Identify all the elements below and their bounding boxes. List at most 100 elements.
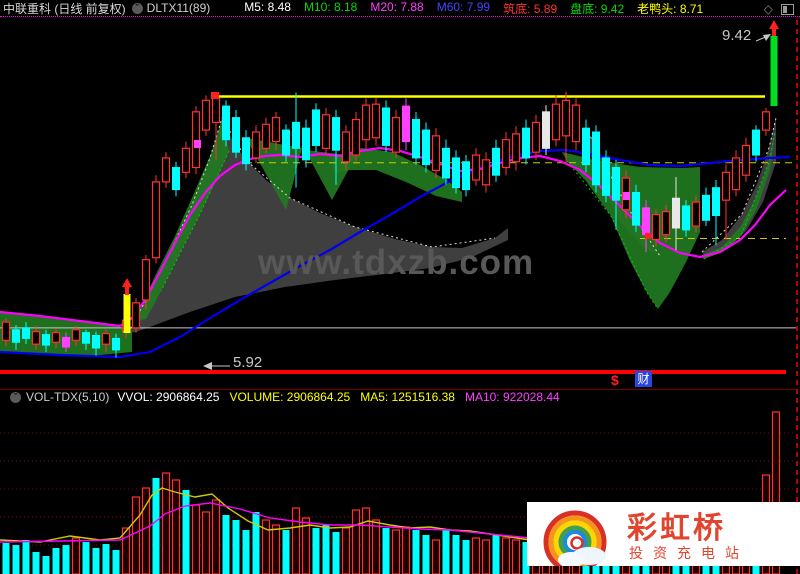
candle-body xyxy=(101,333,111,345)
volume-bar xyxy=(412,530,420,574)
candle-body xyxy=(211,97,221,124)
stat-value: VOLUME: 2906864.25 xyxy=(229,390,351,404)
stock-title[interactable]: 中联重科 (日线 前复权) xyxy=(3,1,126,16)
candle-body xyxy=(442,147,450,179)
candle-body xyxy=(542,111,550,149)
candle-body xyxy=(112,337,120,351)
volume-bar xyxy=(2,543,10,574)
annotation-arrowhead xyxy=(203,362,212,370)
candle-body xyxy=(531,121,541,153)
logo-title: 彩虹桥 xyxy=(627,512,726,545)
rainbow-icon xyxy=(543,510,607,566)
volume-bar xyxy=(232,519,240,574)
volume-bar xyxy=(471,537,481,574)
cloud-edge-white xyxy=(701,117,777,253)
indicator-bar: ˇ VOL-TDX(5,10) VVOL: 2906864.25 VOLUME: … xyxy=(0,389,796,404)
diamond-icon[interactable]: ◇ xyxy=(763,2,773,16)
support-price-label: 5.92 xyxy=(233,354,263,371)
candle-body xyxy=(302,127,310,161)
candle-body xyxy=(612,167,620,201)
annotation-arrowhead xyxy=(763,34,771,41)
volume-bar xyxy=(42,555,50,574)
indicator-name[interactable]: VOL-TDX(5,10) xyxy=(26,390,110,404)
cloud-green xyxy=(562,152,700,309)
volume-bar xyxy=(182,490,190,574)
indicator-values-group: VVOL: 2906864.25 VOLUME: 2906864.25 MA5: 1… xyxy=(117,390,569,404)
candle-body xyxy=(712,187,720,217)
cloud-gray xyxy=(128,118,508,333)
candle-body xyxy=(82,332,90,344)
volume-bar xyxy=(22,540,30,574)
candle-body xyxy=(172,167,180,191)
candle-body xyxy=(682,205,690,231)
cai-badge[interactable]: 财 xyxy=(635,371,652,387)
candle-body xyxy=(382,107,390,146)
chevron-down-icon[interactable]: ˇ xyxy=(131,2,143,14)
candle-body xyxy=(651,213,661,241)
stat-value: MA5: 1251516.38 xyxy=(360,390,455,404)
cloud-green xyxy=(135,121,229,321)
candle-body xyxy=(391,116,401,153)
candle-body xyxy=(412,119,420,159)
formula-name[interactable]: DLTX11(89) xyxy=(146,1,211,15)
candle-body xyxy=(232,117,240,153)
candle-body xyxy=(642,207,650,236)
candle-body xyxy=(222,105,230,141)
green-signal-bar xyxy=(770,36,778,107)
volume-bar xyxy=(361,507,371,574)
candle-body xyxy=(492,147,500,176)
candle-body xyxy=(161,157,171,183)
stat-value: M60: 7.99 xyxy=(436,0,491,14)
volume-bar xyxy=(422,534,430,574)
cloud-edge-green xyxy=(703,131,776,260)
volume-bar xyxy=(452,534,460,574)
dollar-marker: $ xyxy=(611,372,619,388)
peak-marker xyxy=(211,92,219,99)
volume-bar xyxy=(462,540,470,574)
ma-stats-group: M5: 8.48 M10: 8.18 M20: 7.88 M60: 7.99 筑底: 5… xyxy=(244,0,716,17)
high-price-label: 9.42 xyxy=(722,27,752,44)
candle-body xyxy=(481,159,491,186)
candle-body xyxy=(292,121,300,149)
candle-body xyxy=(511,133,521,163)
candle-body xyxy=(181,147,191,173)
candle-body xyxy=(422,129,430,166)
candle-body xyxy=(282,129,290,156)
volume-bar xyxy=(12,545,20,574)
volume-bar xyxy=(332,531,340,574)
chevron-down-icon[interactable]: ˇ xyxy=(10,391,21,403)
candle-body xyxy=(251,131,261,159)
stat-value: 盘底: 9.42 xyxy=(570,1,625,16)
volume-bar xyxy=(242,530,250,574)
cloud-edge-green xyxy=(160,150,230,292)
volume-bar xyxy=(62,545,70,574)
split-window-icon[interactable] xyxy=(781,3,794,15)
magenta-signal-dot xyxy=(194,140,201,148)
volume-bar xyxy=(492,534,500,574)
candle-body xyxy=(261,123,271,149)
volume-bar xyxy=(501,537,511,574)
stat-value: M10: 8.18 xyxy=(303,0,358,14)
candle-body xyxy=(271,116,281,143)
candle-body xyxy=(471,154,481,181)
candle-body xyxy=(501,139,511,169)
candle-body xyxy=(561,99,571,137)
volume-bar xyxy=(301,517,311,574)
volume-bar xyxy=(291,507,301,574)
volume-bar xyxy=(211,499,221,574)
volume-bar xyxy=(92,547,100,574)
candle-body xyxy=(672,197,680,229)
candle-body xyxy=(691,201,701,227)
volume-bar xyxy=(442,530,450,574)
stat-value: VVOL: 2906864.25 xyxy=(117,390,220,404)
stat-value: M5: 8.48 xyxy=(244,0,291,14)
volume-bar xyxy=(771,411,781,574)
volume-bar xyxy=(32,551,40,574)
volume-bar xyxy=(71,537,81,574)
volume-bar xyxy=(252,511,260,574)
candle-body xyxy=(341,131,351,163)
candle-body xyxy=(452,157,460,189)
cloud-green xyxy=(700,132,775,259)
candle-body xyxy=(131,302,141,329)
